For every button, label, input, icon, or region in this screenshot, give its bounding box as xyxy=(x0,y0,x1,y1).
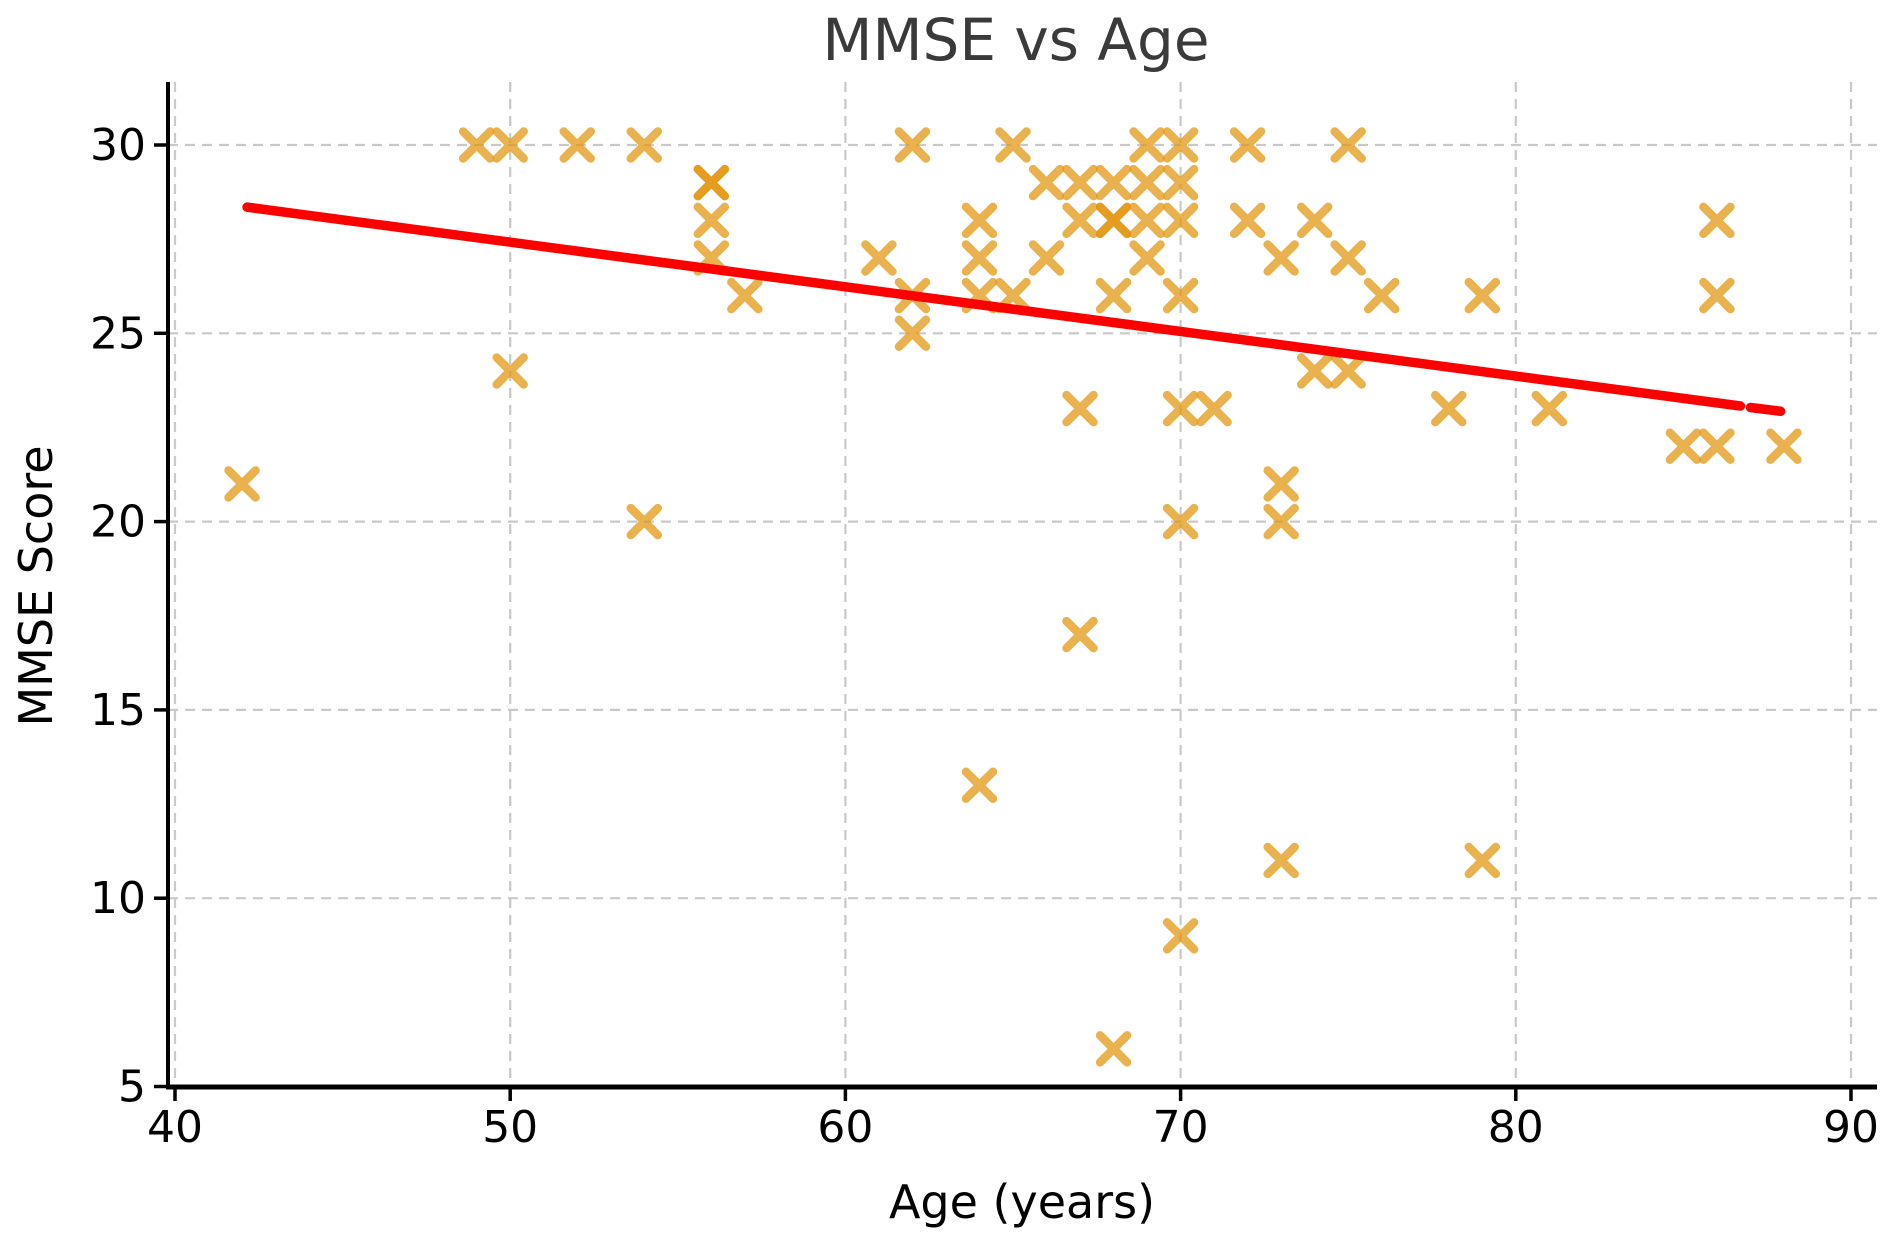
scatter-point xyxy=(1330,353,1366,389)
scatter-point xyxy=(861,240,897,276)
scatter-point xyxy=(1062,616,1098,653)
scatter-point xyxy=(1196,390,1232,427)
scatter-point xyxy=(1162,277,1199,314)
scatter-point xyxy=(492,127,528,163)
scatter-point xyxy=(1229,127,1266,163)
scatter-point xyxy=(961,202,998,239)
x-tick-label: 70 xyxy=(1153,1102,1209,1153)
scatter-point xyxy=(693,202,730,239)
x-tick-label: 50 xyxy=(482,1102,538,1153)
scatter-point xyxy=(961,767,998,803)
tick-layer: 40 50 60 70 80 90 5 10 15 20 25 30 xyxy=(90,120,1879,1153)
trend-line-layer xyxy=(242,202,1786,417)
scatter-point xyxy=(1296,353,1333,389)
scatter-point xyxy=(1062,390,1098,427)
y-tick-label: 25 xyxy=(90,308,146,359)
scatter-point xyxy=(1162,503,1199,540)
scatter-point xyxy=(492,353,528,389)
y-tick-label: 5 xyxy=(118,1062,146,1113)
scatter-point xyxy=(961,240,998,276)
scatter-point xyxy=(626,127,663,163)
x-tick-label: 60 xyxy=(817,1102,873,1153)
scatter-point xyxy=(1531,390,1568,427)
scatter-point xyxy=(727,277,763,314)
x-tick-label: 80 xyxy=(1488,1102,1544,1153)
trend-line xyxy=(242,202,1746,411)
scatter-point xyxy=(1229,202,1266,239)
scatter-point xyxy=(1162,390,1199,427)
scatter-point xyxy=(1028,164,1065,201)
scatter-point xyxy=(995,127,1031,163)
scatter-point xyxy=(894,315,931,352)
scatter-point xyxy=(626,503,663,540)
scatter-point xyxy=(1699,277,1735,314)
scatter-point xyxy=(1162,202,1199,239)
y-tick-label: 10 xyxy=(90,873,146,924)
scatter-point xyxy=(1330,127,1366,163)
scatter-point xyxy=(1296,202,1333,239)
y-axis-label: MMSE Score xyxy=(9,445,63,726)
scatter-point xyxy=(894,127,931,163)
scatter-point xyxy=(693,164,730,201)
scatter-point xyxy=(1263,466,1299,502)
scatter-point xyxy=(1699,428,1735,465)
scatter-point xyxy=(1162,164,1199,201)
scatter-points-layer xyxy=(224,127,1802,1067)
scatter-point xyxy=(1263,503,1299,540)
x-axis-label: Age (years) xyxy=(889,1175,1155,1229)
scatter-point xyxy=(1095,164,1132,201)
scatter-point xyxy=(1263,842,1299,879)
scatter-point xyxy=(1263,240,1299,276)
x-tick-label: 90 xyxy=(1823,1102,1879,1153)
x-tick-label: 40 xyxy=(147,1102,203,1153)
scatter-point xyxy=(1062,202,1098,239)
scatter-point xyxy=(559,127,595,163)
y-tick-label: 15 xyxy=(90,685,146,736)
y-tick-label: 20 xyxy=(90,497,146,548)
scatter-point xyxy=(1062,164,1098,201)
scatter-point xyxy=(1766,428,1802,465)
scatter-point xyxy=(1129,127,1165,163)
scatter-point xyxy=(1330,240,1366,276)
scatter-point xyxy=(1095,277,1132,314)
scatter-point xyxy=(1464,277,1501,314)
scatter-point xyxy=(1129,240,1165,276)
chart-title: MMSE vs Age xyxy=(822,6,1209,74)
y-tick-label: 30 xyxy=(90,120,146,171)
axes-spines xyxy=(166,82,1877,1090)
scatter-point xyxy=(1129,164,1165,201)
scatter-point xyxy=(1665,428,1702,465)
scatter-point xyxy=(1028,240,1065,276)
scatter-point xyxy=(1363,277,1400,314)
scatter-point xyxy=(458,127,495,163)
trend-line-end-dash xyxy=(1745,402,1786,417)
scatter-point xyxy=(1095,202,1132,239)
scatter-point xyxy=(1431,390,1467,427)
scatter-point xyxy=(1129,202,1165,239)
scatter-point xyxy=(1464,842,1501,879)
scatter-point xyxy=(224,466,260,502)
scatter-point xyxy=(1162,127,1199,163)
scatter-point xyxy=(1095,1031,1132,1067)
scatter-point xyxy=(1699,202,1735,239)
scatter-point xyxy=(1162,918,1199,954)
